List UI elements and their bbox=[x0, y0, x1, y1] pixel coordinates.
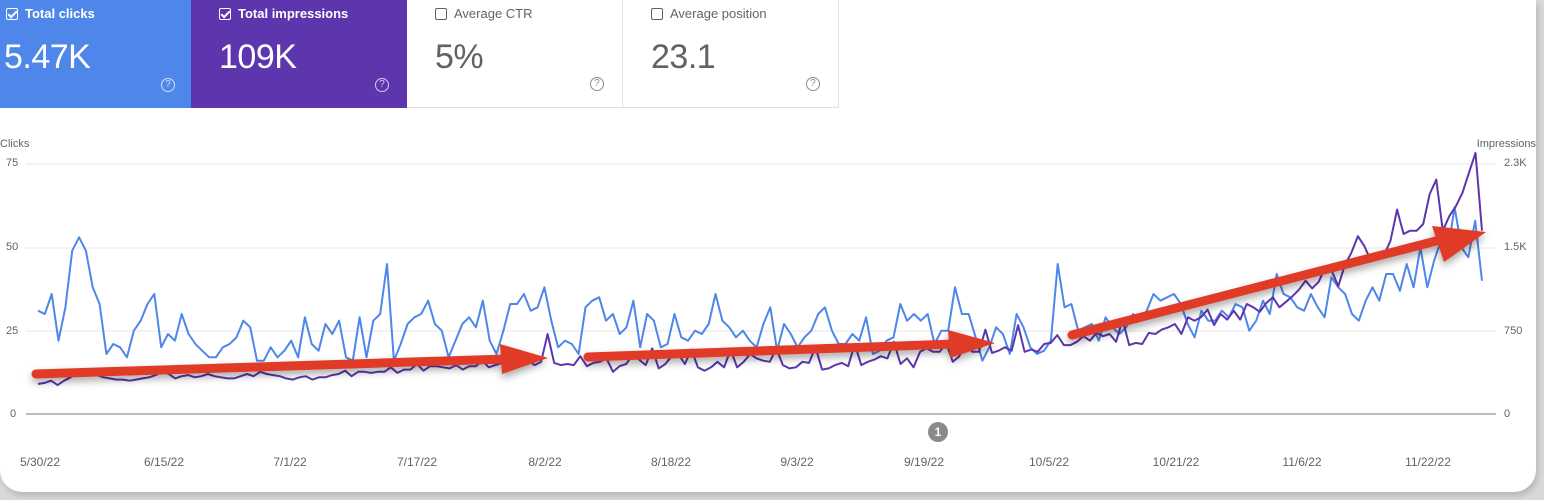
card-value: 5.47K bbox=[4, 38, 91, 76]
checkbox-icon[interactable] bbox=[435, 7, 447, 20]
y-axis-left-title: Clicks bbox=[0, 138, 30, 150]
x-tick: 11/6/22 bbox=[1282, 455, 1322, 469]
x-tick: 10/21/22 bbox=[1152, 455, 1200, 469]
trend-arrows bbox=[31, 226, 1486, 379]
y-tick-left: 25 bbox=[6, 325, 19, 337]
card-label: Total clicks bbox=[25, 6, 95, 21]
x-tick: 11/22/22 bbox=[1405, 455, 1451, 469]
impressions-series-line bbox=[37, 151, 1483, 387]
x-tick: 5/30/22 bbox=[19, 455, 61, 469]
checkbox-icon[interactable] bbox=[651, 7, 663, 20]
y-tick-right: 750 bbox=[1504, 325, 1523, 337]
card-value: 23.1 bbox=[651, 38, 716, 76]
y-tick-left: 75 bbox=[6, 157, 19, 169]
x-tick: 7/17/22 bbox=[396, 455, 438, 469]
x-tick: 9/19/22 bbox=[903, 455, 945, 469]
x-tick: 9/3/22 bbox=[780, 455, 814, 469]
performance-panel: Total clicks 5.47K ? Total impressions 1… bbox=[0, 0, 1536, 492]
x-tick: 8/18/22 bbox=[650, 455, 692, 469]
card-value: 5% bbox=[435, 38, 484, 76]
card-total-clicks[interactable]: Total clicks 5.47K ? bbox=[0, 0, 191, 108]
y-tick-left: 0 bbox=[10, 408, 17, 420]
line-chart bbox=[26, 151, 1496, 415]
x-tick: 10/5/22 bbox=[1028, 455, 1070, 469]
checkbox-icon[interactable] bbox=[219, 7, 231, 20]
y-tick-left: 50 bbox=[6, 241, 19, 253]
y-tick-right: 2.3K bbox=[1504, 157, 1527, 169]
card-average-position[interactable]: Average position 23.1 ? bbox=[623, 0, 839, 108]
card-value: 109K bbox=[219, 38, 297, 76]
gridlines bbox=[26, 163, 1496, 415]
x-tick: 6/15/22 bbox=[143, 455, 185, 469]
help-circle-icon[interactable]: ? bbox=[375, 78, 389, 92]
help-circle-icon[interactable]: ? bbox=[806, 77, 820, 91]
card-label: Average position bbox=[670, 6, 767, 21]
metric-cards: Total clicks 5.47K ? Total impressions 1… bbox=[0, 0, 839, 108]
x-tick: 8/2/22 bbox=[528, 455, 562, 469]
y-tick-right: 0 bbox=[1504, 408, 1511, 420]
help-circle-icon[interactable]: ? bbox=[161, 78, 175, 92]
x-tick: 7/1/22 bbox=[273, 455, 307, 469]
annotation-marker[interactable]: 1 bbox=[928, 422, 948, 442]
y-axis-right-title: Impressions bbox=[1476, 138, 1536, 150]
card-label: Average CTR bbox=[454, 6, 533, 21]
trend-arrow-icon bbox=[31, 344, 548, 379]
card-average-ctr[interactable]: Average CTR 5% ? bbox=[407, 0, 623, 108]
checkbox-icon[interactable] bbox=[6, 7, 18, 20]
help-circle-icon[interactable]: ? bbox=[590, 77, 604, 91]
y-tick-right: 1.5K bbox=[1504, 241, 1527, 253]
trend-arrow-icon bbox=[1067, 226, 1486, 340]
clicks-series-line bbox=[37, 206, 1483, 362]
trend-arrow-icon bbox=[583, 330, 995, 362]
card-total-impressions[interactable]: Total impressions 109K ? bbox=[191, 0, 407, 108]
card-label: Total impressions bbox=[238, 6, 349, 21]
